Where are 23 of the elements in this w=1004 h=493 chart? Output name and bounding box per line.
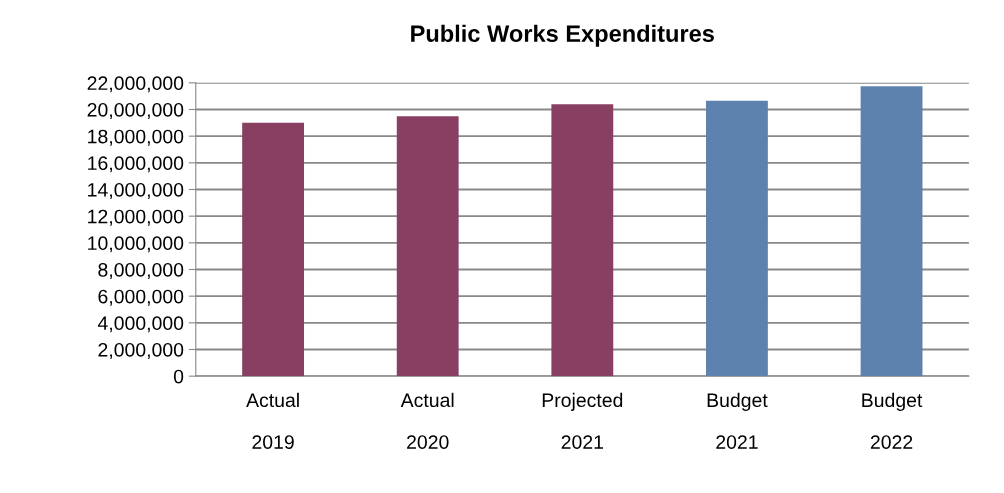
- bar: [242, 122, 305, 377]
- y-tick-label: 2,000,000: [98, 342, 184, 360]
- category-label: Budget 2021: [707, 392, 768, 449]
- y-tick-label: 18,000,000: [88, 129, 184, 146]
- y-tick-label: 4,000,000: [97, 316, 184, 333]
- y-tick-label: 8,000,000: [98, 262, 184, 280]
- y-tick-label: 14,000,000: [88, 182, 184, 200]
- y-tick-label: 16,000,000: [88, 156, 184, 173]
- bar: [396, 116, 459, 377]
- y-tick-label: 10,000,000: [88, 236, 184, 253]
- category-label: Projected 2021: [542, 392, 623, 449]
- category-label: Budget 2022: [862, 392, 923, 449]
- y-tick-label: 20,000,000: [87, 102, 184, 120]
- bar: [860, 86, 923, 377]
- bar: [706, 100, 768, 377]
- category-label: Actual 2020: [400, 392, 454, 449]
- bar: [551, 104, 614, 377]
- y-tick-label: 12,000,000: [88, 209, 184, 226]
- y-tick-label: 6,000,000: [98, 289, 184, 306]
- chart-title: Public Works Expenditures: [411, 24, 714, 47]
- category-label: Actual 2019: [246, 392, 299, 449]
- y-tick-label: 0: [173, 369, 184, 384]
- y-tick-label: 22,000,000: [87, 76, 184, 93]
